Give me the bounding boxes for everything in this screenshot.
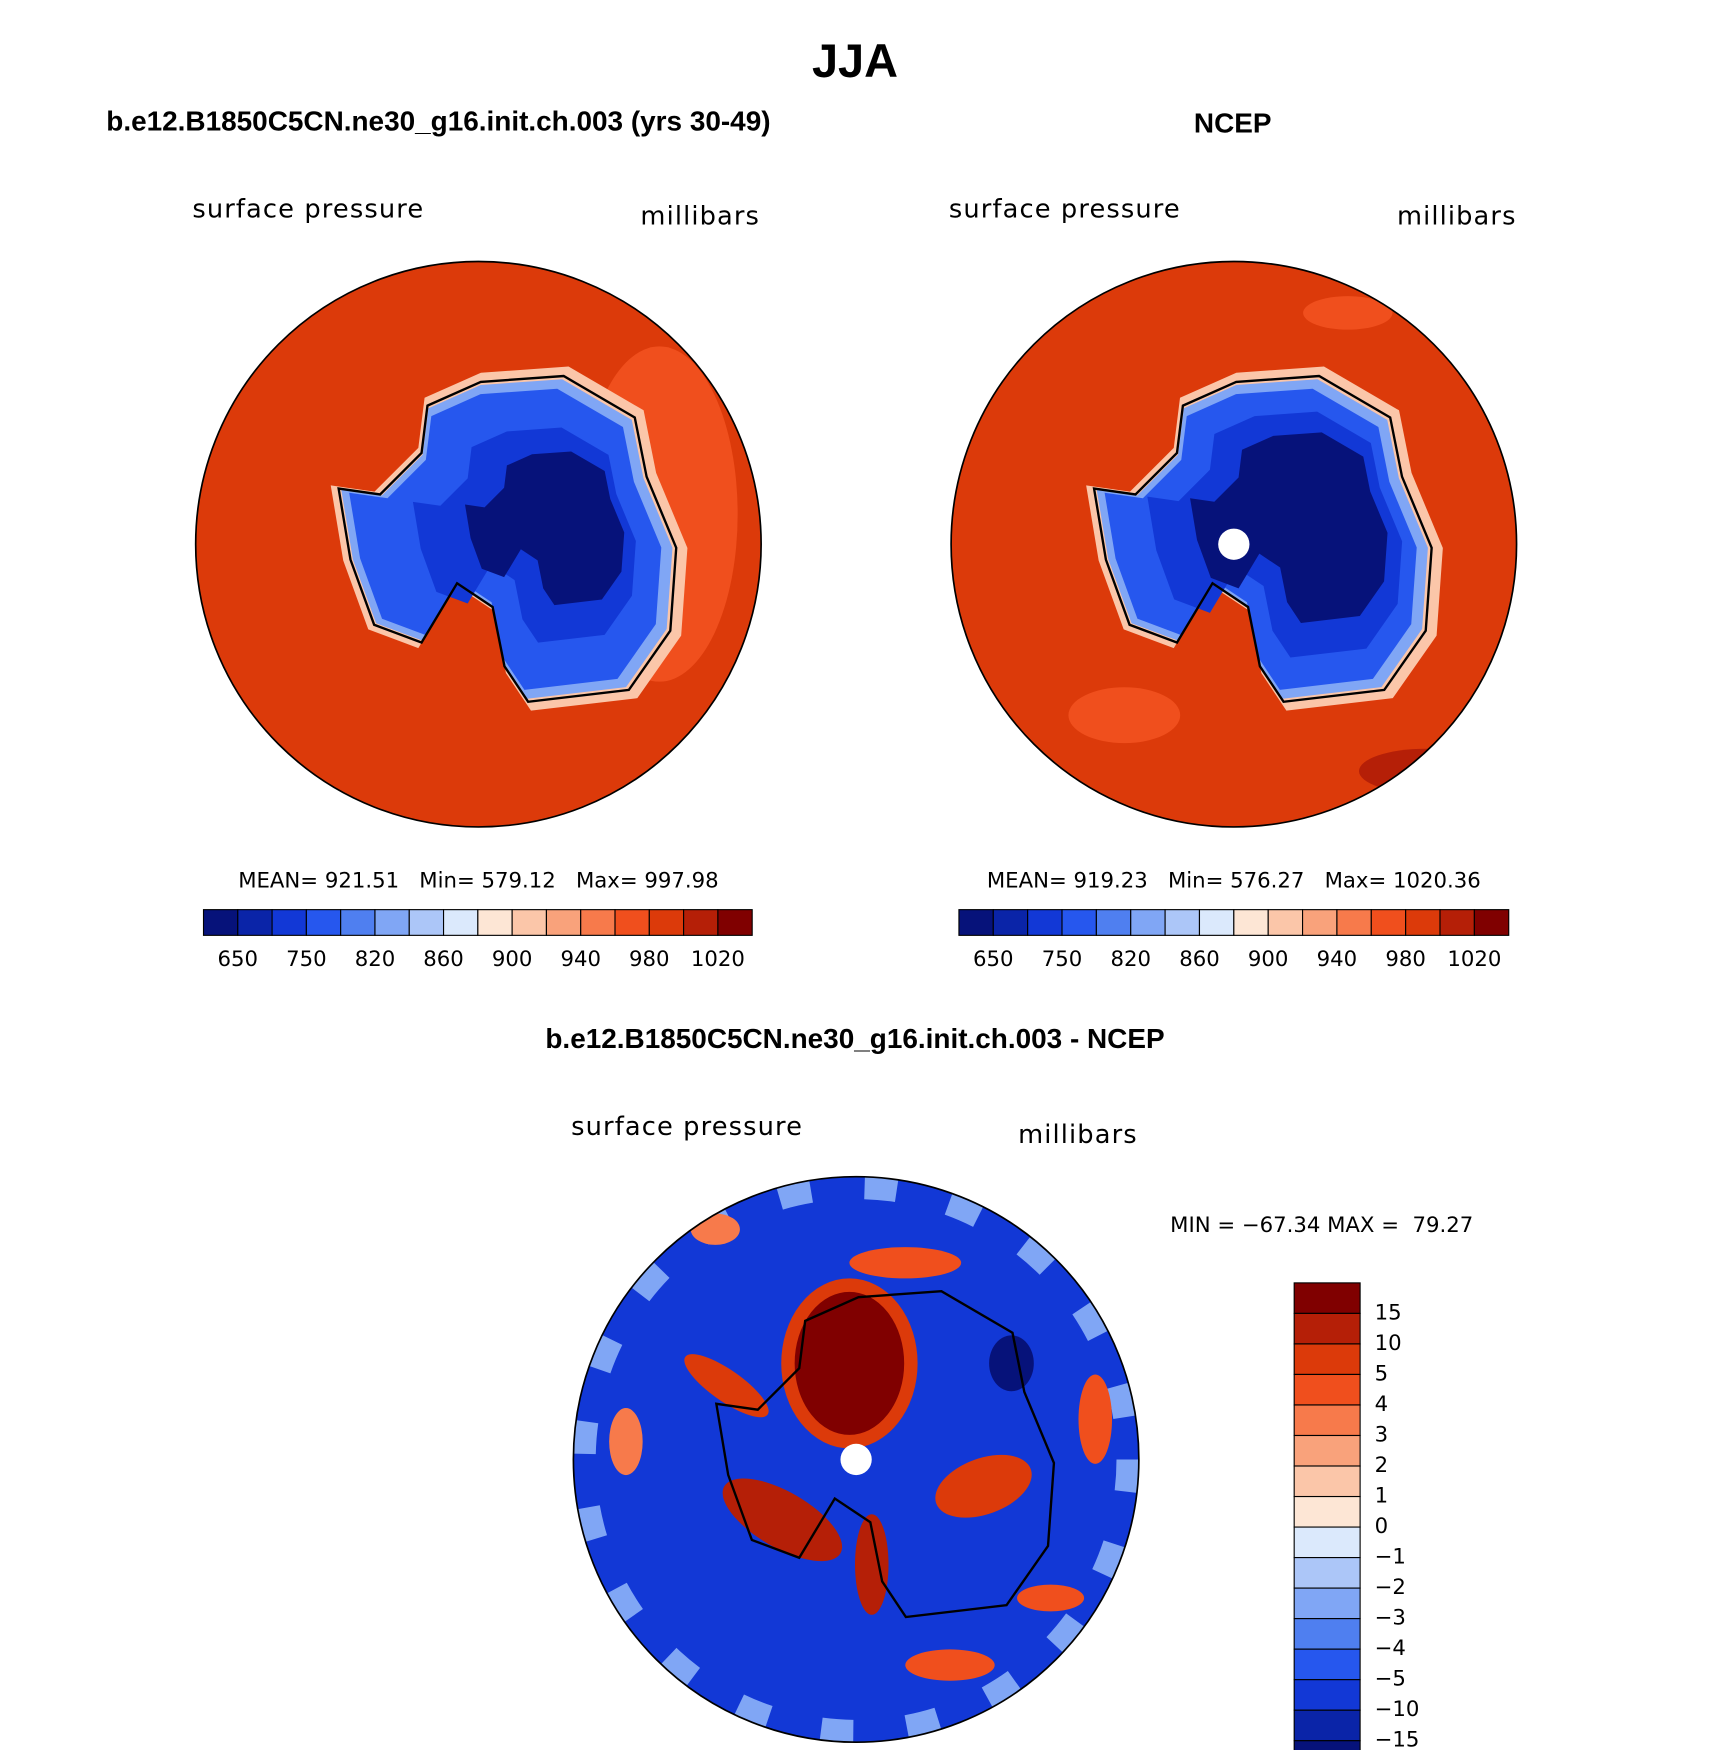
- colorbar-box: [237, 909, 273, 936]
- colorbar-box: [1293, 1679, 1361, 1711]
- colorbar-label: 750: [1042, 947, 1083, 972]
- colorbar-label: 820: [355, 947, 396, 972]
- colorbar-label: −15: [1375, 1728, 1420, 1750]
- colorbar-box: [340, 909, 376, 936]
- colorbar: 650 750 820 860 900 940 980 1020: [958, 909, 1510, 972]
- colorbar-label: 980: [629, 947, 670, 972]
- colorbar-label: 980: [1385, 947, 1426, 972]
- map: [572, 1175, 1140, 1744]
- figure-title: JJA: [812, 35, 898, 87]
- colorbar-label: 940: [1317, 947, 1358, 972]
- colorbar-label: 1020: [1447, 947, 1501, 972]
- colorbar-label: −5: [1375, 1667, 1406, 1692]
- left-label: surface pressure: [949, 195, 1181, 225]
- colorbar-label: 1: [1375, 1484, 1389, 1509]
- colorbar-box: [1293, 1740, 1361, 1750]
- colorbar-label: 820: [1110, 947, 1151, 972]
- colorbar-box: [1293, 1373, 1361, 1406]
- colorbar-box: [1370, 909, 1407, 936]
- colorbar-label: 4: [1375, 1392, 1389, 1417]
- colorbar-box: [1233, 909, 1269, 936]
- colorbar-label: 15: [1375, 1300, 1402, 1325]
- colorbar-label: −10: [1375, 1697, 1420, 1722]
- colorbar-box: [1130, 909, 1166, 936]
- colorbar-box: [1293, 1465, 1361, 1498]
- colorbar-label: 650: [218, 947, 259, 972]
- panel-title: b.e12.B1850C5CN.ne30_g16.init.ch.003 (yr…: [106, 105, 770, 136]
- colorbar-box: [202, 909, 239, 936]
- colorbar-label: −3: [1375, 1606, 1406, 1631]
- colorbar-box: [580, 909, 616, 936]
- colorbar-box: [1293, 1618, 1361, 1650]
- colorbar-label: 900: [492, 947, 533, 972]
- colorbar-box: [992, 909, 1029, 936]
- map: [950, 260, 1518, 828]
- stats: MIN = −67.34 MAX = 79.27: [1170, 1213, 1473, 1238]
- colorbar-box: [1293, 1343, 1361, 1376]
- colorbar-label: 900: [1248, 947, 1289, 972]
- colorbar-box: [1293, 1434, 1361, 1467]
- colorbar-box: [1293, 1587, 1361, 1620]
- right-label: millibars: [1018, 1120, 1138, 1150]
- colorbar-box: [374, 909, 410, 936]
- colorbar-box: [1293, 1557, 1361, 1589]
- colorbar-box: [1405, 909, 1441, 936]
- colorbar: 650 750 820 860 900 940 980 1020: [202, 909, 753, 972]
- colorbar-label: 860: [423, 947, 464, 972]
- colorbar-box: [1293, 1526, 1361, 1559]
- colorbar-label: 1020: [691, 947, 745, 972]
- colorbar-label: 5: [1375, 1361, 1389, 1386]
- right-label: millibars: [640, 201, 760, 231]
- colorbar-label: −2: [1375, 1575, 1406, 1600]
- colorbar-box: [614, 909, 650, 936]
- colorbar-box: [1164, 909, 1201, 936]
- panel-title: NCEP: [1194, 108, 1272, 139]
- colorbar-box: [1293, 1709, 1361, 1742]
- colorbar-label: 2: [1375, 1453, 1389, 1478]
- colorbar-label: 3: [1375, 1422, 1389, 1447]
- left-label: surface pressure: [192, 195, 424, 225]
- colorbar-box: [1473, 909, 1510, 936]
- colorbar-box: [1027, 909, 1063, 936]
- colorbar-label: 860: [1179, 947, 1220, 972]
- colorbar-box: [442, 909, 479, 936]
- colorbar-label: 650: [973, 947, 1014, 972]
- colorbar-box: [305, 909, 342, 936]
- colorbar-box: [648, 909, 685, 936]
- stats: MEAN= 919.23 Min= 576.27 Max= 1020.36: [987, 869, 1481, 894]
- panel-title: b.e12.B1850C5CN.ne30_g16.init.ch.003 - N…: [545, 1023, 1164, 1054]
- stats: MEAN= 921.51 Min= 579.12 Max= 997.98: [238, 869, 718, 894]
- colorbar-box: [545, 909, 582, 936]
- colorbar-box: [1439, 909, 1475, 936]
- colorbar-box: [1267, 909, 1304, 936]
- colorbar-label: −1: [1375, 1545, 1406, 1570]
- colorbar-box: [271, 909, 307, 936]
- colorbar-label: −4: [1375, 1636, 1406, 1661]
- left-label: surface pressure: [571, 1112, 803, 1142]
- colorbar-box: [683, 909, 719, 936]
- colorbar-box: [1095, 909, 1132, 936]
- colorbar-box: [1198, 909, 1235, 936]
- colorbar-label: 0: [1375, 1514, 1389, 1539]
- colorbar-box: [958, 909, 994, 936]
- colorbar-box: [1336, 909, 1372, 936]
- colorbar-label: 940: [560, 947, 601, 972]
- colorbar-label: 750: [286, 947, 327, 972]
- colorbar-box: [1293, 1282, 1361, 1314]
- colorbar-box: [717, 909, 753, 936]
- colorbar-box: [1293, 1495, 1361, 1528]
- colorbar-box: [1293, 1648, 1361, 1681]
- colorbar-box: [1293, 1312, 1361, 1345]
- colorbar-box: [477, 909, 513, 936]
- colorbar-box: [1301, 909, 1338, 936]
- right-label: millibars: [1397, 201, 1517, 231]
- colorbar-label: 10: [1375, 1331, 1402, 1356]
- colorbar-box: [1293, 1404, 1361, 1437]
- colorbar-box: [1061, 909, 1097, 936]
- map: [194, 260, 762, 828]
- colorbar-box: [511, 909, 547, 936]
- colorbar-box: [408, 909, 445, 936]
